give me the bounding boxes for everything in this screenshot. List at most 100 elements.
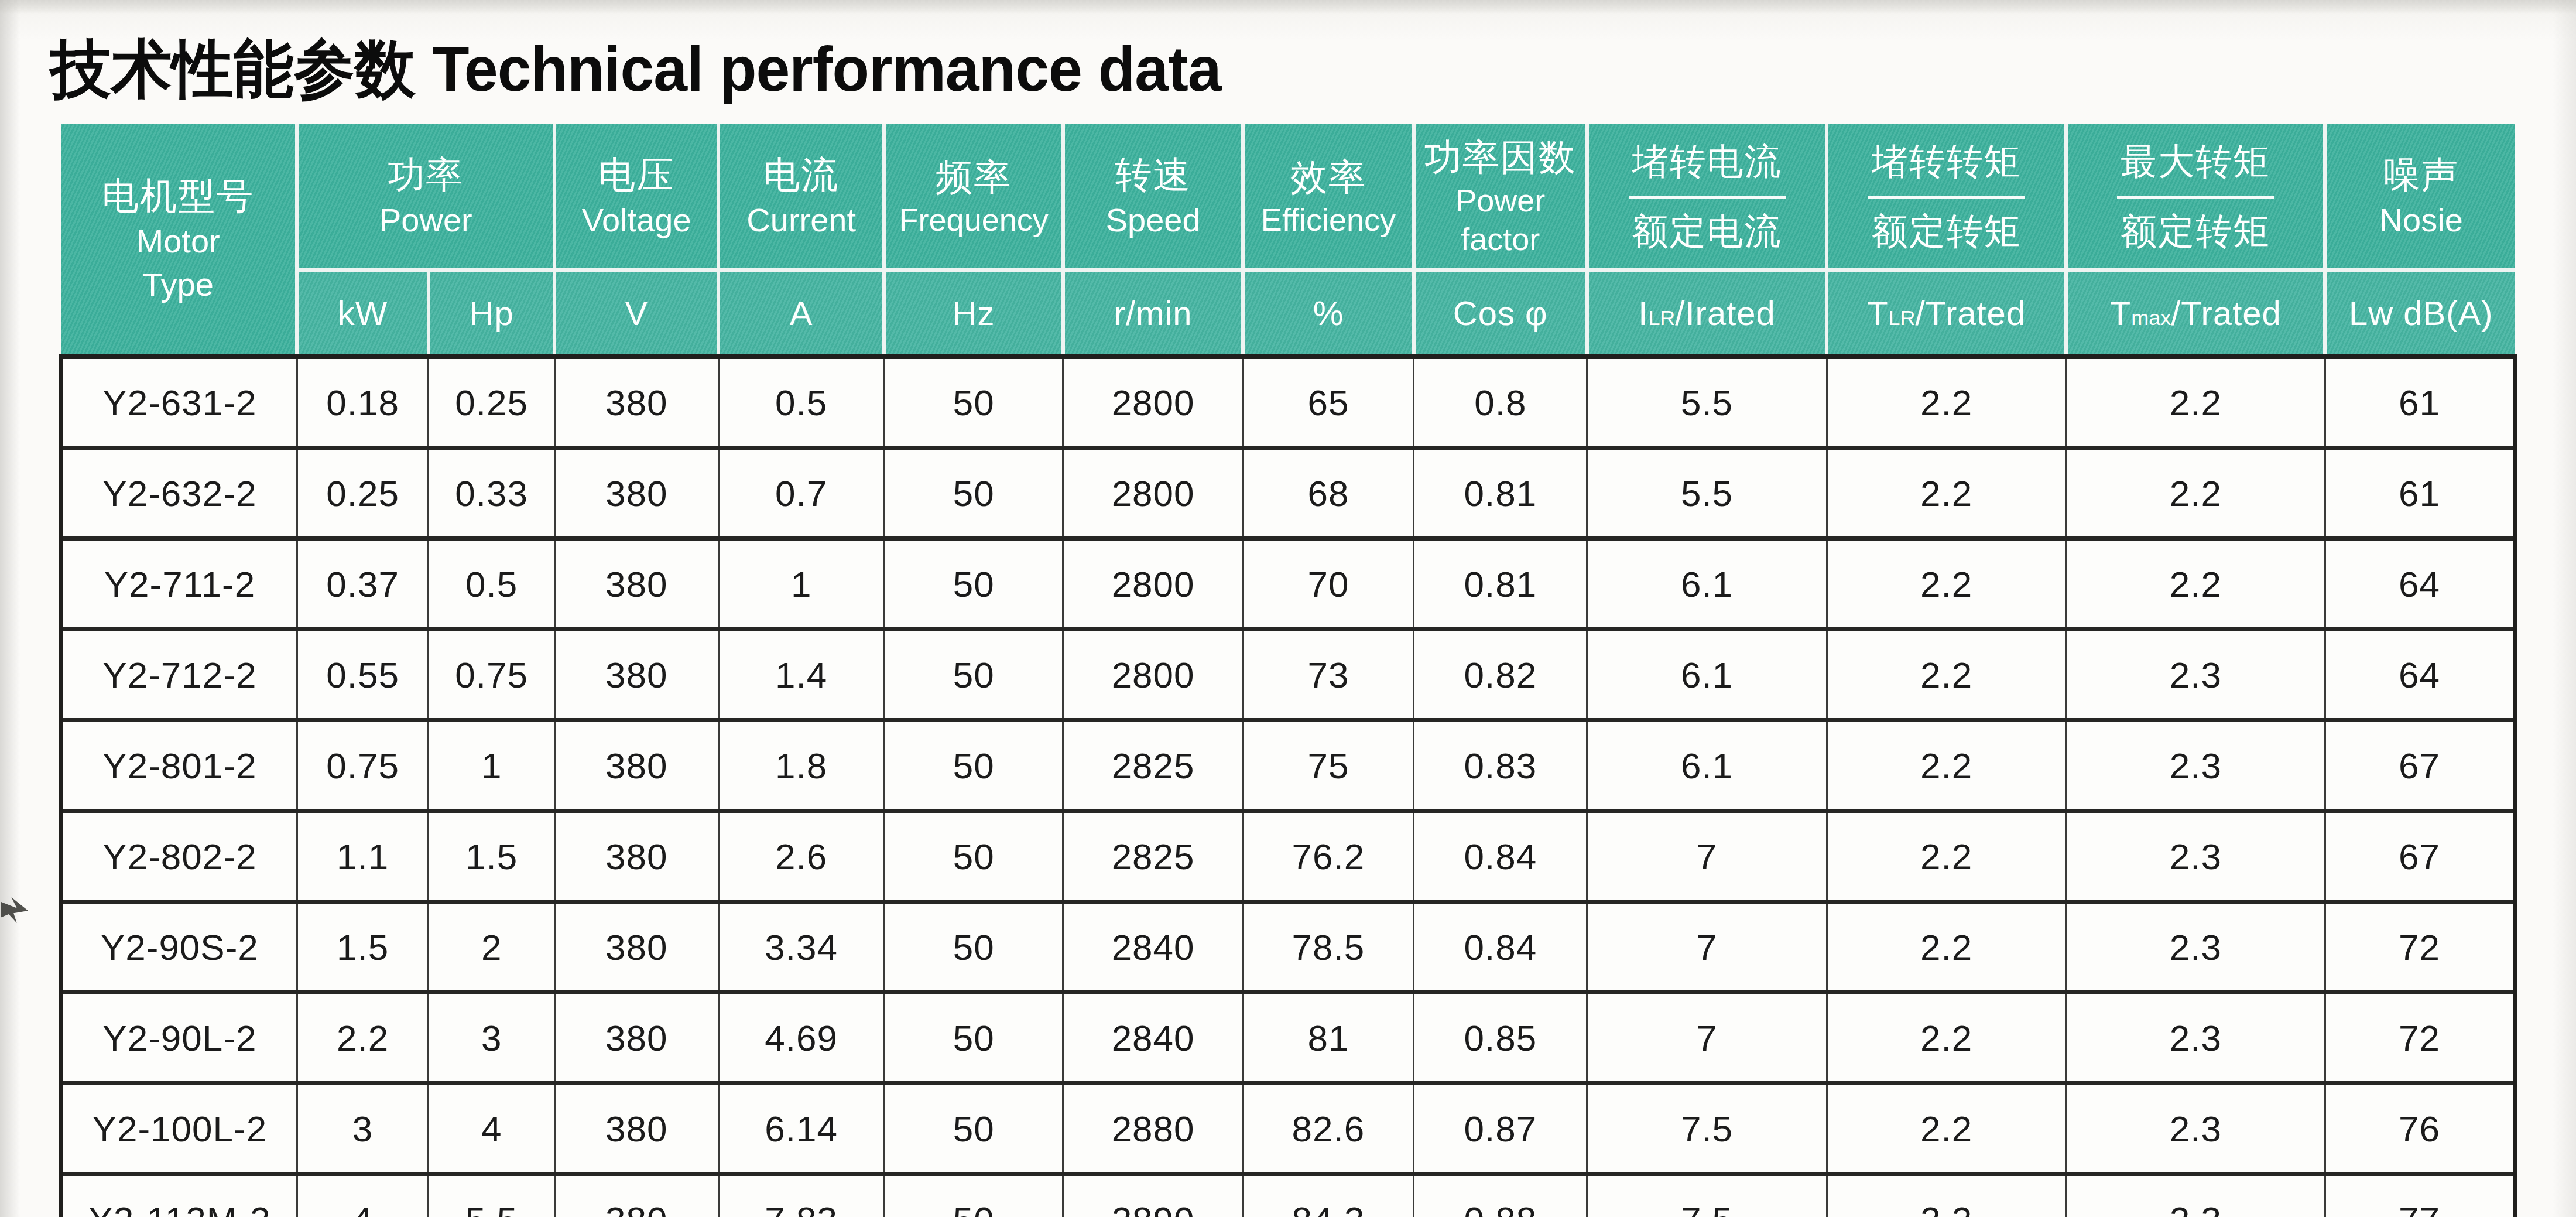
cell-ilr-irated: 6.1 [1587, 539, 1827, 630]
cell-ilr-irated: 6.1 [1587, 720, 1827, 811]
cell-voltage: 380 [554, 357, 718, 448]
cell-noise: 72 [2325, 993, 2515, 1083]
cell-power-hp: 0.33 [429, 448, 554, 539]
unit-voltage: V [554, 270, 718, 357]
cell-voltage: 380 [554, 448, 718, 539]
page-title: 技术性能参数Technical performance data [50, 28, 1221, 113]
cell-speed: 2800 [1063, 539, 1243, 630]
cell-speed: 2840 [1063, 993, 1243, 1083]
cell-ilr-irated: 7.5 [1587, 1083, 1827, 1174]
cell-efficiency: 76.2 [1243, 811, 1413, 902]
cell-efficiency: 84.2 [1243, 1174, 1413, 1217]
unit-speed: r/min [1063, 270, 1243, 357]
cell-frequency: 50 [884, 1083, 1063, 1174]
header-efficiency: 效率 Efficiency [1243, 124, 1413, 270]
page-title-zh: 技术性能参数 [50, 34, 416, 105]
cell-voltage: 380 [554, 993, 718, 1083]
header-current: 电流 Current [718, 124, 884, 270]
unit-noise: Lw dB(A) [2325, 270, 2515, 357]
cell-tmax-trated: 2.3 [2066, 1083, 2325, 1174]
cell-tlr-trated: 2.2 [1827, 720, 2066, 811]
cell-noise: 77 [2325, 1174, 2515, 1217]
cell-power-hp: 3 [429, 993, 554, 1083]
cell-power-hp: 1 [429, 720, 554, 811]
cell-tlr-trated: 2.2 [1827, 1083, 2066, 1174]
page-title-en: Technical performance data [432, 34, 1221, 105]
cell-motor-type: Y2-801-2 [61, 720, 297, 811]
header-max-torque-ratio: 最大转矩 额定转矩 [2066, 124, 2325, 270]
cell-ilr-irated: 5.5 [1587, 357, 1827, 448]
unit-efficiency: % [1243, 270, 1413, 357]
cell-tmax-trated: 2.3 [2066, 811, 2325, 902]
cell-tmax-trated: 2.2 [2066, 539, 2325, 630]
cell-ilr-irated: 5.5 [1587, 448, 1827, 539]
cell-frequency: 50 [884, 357, 1063, 448]
unit-tlr-trated: TLR/Trated [1827, 270, 2066, 357]
unit-ilr-irated: ILR/Irated [1587, 270, 1827, 357]
cell-motor-type: Y2-712-2 [61, 630, 297, 720]
header-power-factor: 功率因数 Power factor [1414, 124, 1587, 270]
technical-performance-table: 电机型号 Motor Type 功率 Power 电压 Voltage 电流 C… [59, 124, 2517, 1217]
cell-frequency: 50 [884, 448, 1063, 539]
scan-edge-left [0, 0, 20, 1217]
cell-tlr-trated: 2.2 [1827, 539, 2066, 630]
header-frequency: 频率 Frequency [884, 124, 1063, 270]
unit-tmax-trated: Tmax/Trated [2066, 270, 2325, 357]
cell-voltage: 380 [554, 630, 718, 720]
cell-current: 7.83 [718, 1174, 884, 1217]
unit-kw: kW [297, 270, 429, 357]
cell-power-factor: 0.84 [1414, 902, 1587, 993]
cell-power-hp: 0.25 [429, 357, 554, 448]
cell-tlr-trated: 2.2 [1827, 811, 2066, 902]
cell-power-factor: 0.83 [1414, 720, 1587, 811]
cell-tlr-trated: 2.2 [1827, 630, 2066, 720]
table-row: Y2-632-2 0.25 0.33 380 0.7 50 2800 68 0.… [61, 448, 2515, 539]
unit-current: A [718, 270, 884, 357]
unit-frequency: Hz [884, 270, 1063, 357]
cell-current: 2.6 [718, 811, 884, 902]
cell-motor-type: Y2-112M-2 [61, 1174, 297, 1217]
cell-power-hp: 0.5 [429, 539, 554, 630]
header-locked-rotor-torque-ratio: 堵转转矩 额定转矩 [1827, 124, 2066, 270]
cell-frequency: 50 [884, 902, 1063, 993]
cell-tmax-trated: 2.3 [2066, 630, 2325, 720]
table-row: Y2-631-2 0.18 0.25 380 0.5 50 2800 65 0.… [61, 357, 2515, 448]
scan-edge-top [0, 0, 2576, 14]
cell-current: 4.69 [718, 993, 884, 1083]
table-body: Y2-631-2 0.18 0.25 380 0.5 50 2800 65 0.… [61, 357, 2515, 1217]
cell-voltage: 380 [554, 539, 718, 630]
cell-power-kw: 0.37 [297, 539, 429, 630]
cell-motor-type: Y2-631-2 [61, 357, 297, 448]
table-row: Y2-112M-2 4 5.5 380 7.83 50 2890 84.2 0.… [61, 1174, 2515, 1217]
cell-frequency: 50 [884, 720, 1063, 811]
cell-current: 1 [718, 539, 884, 630]
cell-frequency: 50 [884, 993, 1063, 1083]
header-voltage: 电压 Voltage [554, 124, 718, 270]
cell-motor-type: Y2-90S-2 [61, 902, 297, 993]
cell-noise: 72 [2325, 902, 2515, 993]
header-motor-type: 电机型号 Motor Type [61, 124, 297, 357]
cell-frequency: 50 [884, 1174, 1063, 1217]
cell-motor-type: Y2-90L-2 [61, 993, 297, 1083]
cell-efficiency: 81 [1243, 993, 1413, 1083]
cell-power-factor: 0.85 [1414, 993, 1587, 1083]
cell-power-hp: 1.5 [429, 811, 554, 902]
cell-tmax-trated: 2.3 [2066, 1174, 2325, 1217]
cell-tlr-trated: 2.2 [1827, 357, 2066, 448]
cell-current: 6.14 [718, 1083, 884, 1174]
cell-power-hp: 4 [429, 1083, 554, 1174]
cell-power-kw: 2.2 [297, 993, 429, 1083]
cell-power-factor: 0.81 [1414, 448, 1587, 539]
table-row: Y2-802-2 1.1 1.5 380 2.6 50 2825 76.2 0.… [61, 811, 2515, 902]
cell-frequency: 50 [884, 539, 1063, 630]
header-power: 功率 Power [297, 124, 554, 270]
cell-current: 0.7 [718, 448, 884, 539]
cell-current: 3.34 [718, 902, 884, 993]
cell-power-hp: 2 [429, 902, 554, 993]
cell-power-factor: 0.8 [1414, 357, 1587, 448]
cell-voltage: 380 [554, 811, 718, 902]
cell-noise: 64 [2325, 539, 2515, 630]
cell-voltage: 380 [554, 902, 718, 993]
cell-motor-type: Y2-711-2 [61, 539, 297, 630]
cell-power-kw: 4 [297, 1174, 429, 1217]
